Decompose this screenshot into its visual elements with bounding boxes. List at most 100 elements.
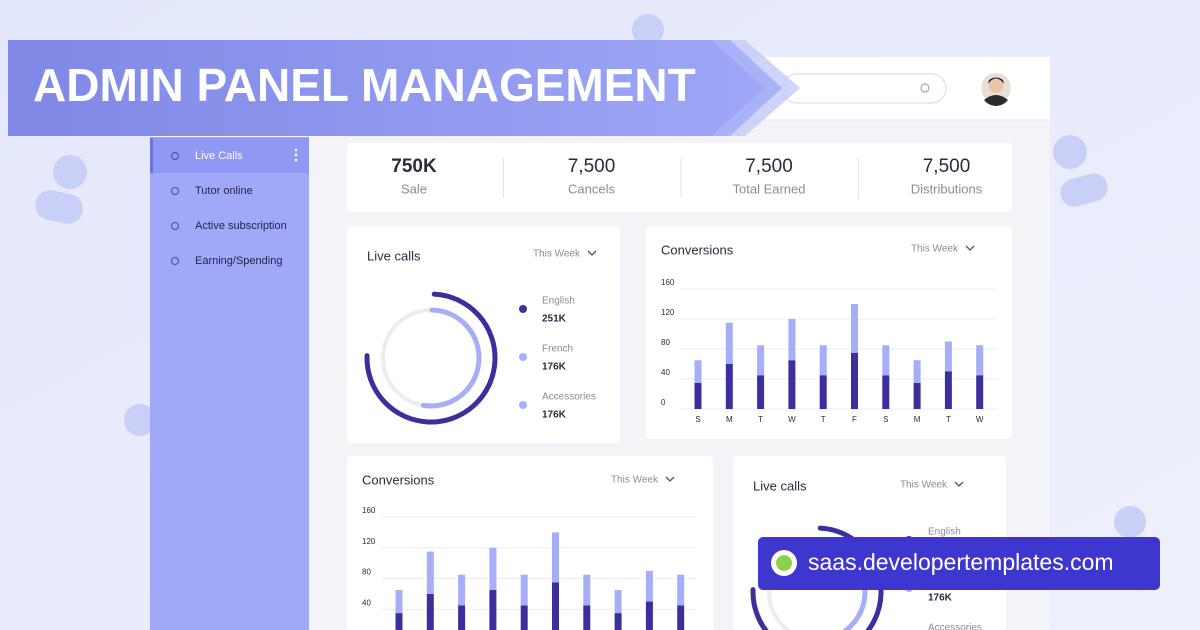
x-tick-label: M <box>914 415 921 424</box>
bar-segment <box>645 570 653 602</box>
bar-segment <box>757 345 765 376</box>
stat-value: 7,500 <box>745 156 793 177</box>
legend-name: English <box>928 527 961 538</box>
bar-segment <box>583 574 591 606</box>
bar-segment <box>520 574 528 606</box>
bar-segment <box>677 605 685 630</box>
x-tick-label: T <box>821 415 826 424</box>
banner-title: ADMIN PANEL MANAGEMENT <box>33 59 696 111</box>
period-select[interactable]: This Week <box>900 480 948 491</box>
stat-label: Total Earned <box>733 181 806 196</box>
period-select[interactable]: This Week <box>611 475 659 486</box>
sidebar-item[interactable]: Earning/Spending <box>195 255 282 267</box>
bar-segment <box>976 375 984 409</box>
bar-segment <box>552 582 559 630</box>
bar-segment <box>395 590 403 614</box>
y-tick-label: 80 <box>661 338 670 347</box>
kebab[interactable] <box>294 148 298 162</box>
avatar[interactable] <box>981 73 1011 106</box>
bar-segment <box>458 605 466 630</box>
bar-segment <box>851 304 858 353</box>
bar-segment <box>458 574 466 606</box>
period-select[interactable]: This Week <box>533 249 581 260</box>
bar-segment <box>552 532 559 583</box>
badge-logo-inner <box>776 555 792 571</box>
stat-label: Distributions <box>911 181 983 196</box>
chevron <box>665 476 675 482</box>
y-tick-label: 120 <box>661 308 675 317</box>
x-tick-label: S <box>883 415 888 424</box>
panel <box>347 456 713 630</box>
bar-segment <box>677 574 685 606</box>
bar-segment <box>725 322 733 364</box>
x-tick-label: W <box>976 415 984 424</box>
bar-segment <box>614 590 622 614</box>
legend-value: 176K <box>542 362 567 373</box>
x-tick-label: F <box>852 415 857 424</box>
legend-name: English <box>542 296 575 307</box>
y-tick-label: 40 <box>362 598 371 607</box>
x-tick-label: T <box>758 415 763 424</box>
stat-label: Sale <box>401 181 427 196</box>
bar-segment <box>788 319 796 361</box>
donut-arc-outer <box>364 291 498 425</box>
bar-segment <box>976 345 984 376</box>
bar-segment <box>819 375 827 409</box>
sidebar-item[interactable]: Live Calls <box>195 150 243 162</box>
decorations <box>35 14 1146 538</box>
chevron <box>965 245 975 251</box>
bar-segment <box>426 593 434 630</box>
legend-name: Accessories <box>542 392 596 403</box>
stat-label: Cancels <box>568 181 615 196</box>
bar-segment <box>694 382 702 409</box>
bar-segment <box>614 613 622 630</box>
chevron <box>587 250 597 256</box>
y-tick-label: 40 <box>661 368 670 377</box>
y-tick-label: 160 <box>362 506 376 515</box>
bar-segment <box>645 601 653 630</box>
banner <box>8 40 764 136</box>
legend-dot <box>519 353 527 361</box>
bar-segment <box>913 360 921 383</box>
bar-segment <box>913 382 921 409</box>
panel-title: Conversions <box>661 242 734 257</box>
panel-title: Live calls <box>753 478 807 493</box>
legend-value: 176K <box>928 593 953 604</box>
x-tick-label: T <box>946 415 951 424</box>
y-tick-label: 0 <box>661 398 666 407</box>
sidebar-active <box>150 138 309 173</box>
badge[interactable] <box>758 537 1160 590</box>
sidebar-item[interactable]: Active subscription <box>195 220 287 232</box>
sidebar-icon <box>171 152 179 160</box>
bar-segment <box>944 371 952 409</box>
bar-segment <box>694 360 702 383</box>
period-select[interactable]: This Week <box>911 244 959 255</box>
bar-segment <box>819 345 827 376</box>
bar-segment <box>725 364 733 409</box>
bar-segment <box>882 375 890 409</box>
legend-value: 176K <box>542 410 567 421</box>
sidebar <box>150 137 309 630</box>
legend-dot <box>519 305 527 313</box>
bar-segment <box>851 352 858 409</box>
legend-dot <box>519 401 527 409</box>
bar-segment <box>757 375 765 409</box>
sidebar-icon <box>171 222 179 230</box>
stats-card <box>347 143 1012 212</box>
x-tick-label: W <box>788 415 796 424</box>
stat-value: 7,500 <box>568 156 616 177</box>
x-tick-label: M <box>726 415 733 424</box>
y-tick-label: 80 <box>362 568 371 577</box>
bar-segment <box>489 547 497 591</box>
bar-segment <box>426 551 434 594</box>
panel-title: Conversions <box>362 472 435 487</box>
panel <box>347 226 620 443</box>
sidebar-item[interactable]: Tutor online <box>195 185 253 197</box>
donut-arc-inner <box>420 307 482 409</box>
bar-segment <box>882 345 890 376</box>
sidebar-icon <box>171 187 179 195</box>
legend-name: French <box>542 344 573 355</box>
stat-value: 7,500 <box>923 156 971 177</box>
bar-segment <box>489 590 497 630</box>
